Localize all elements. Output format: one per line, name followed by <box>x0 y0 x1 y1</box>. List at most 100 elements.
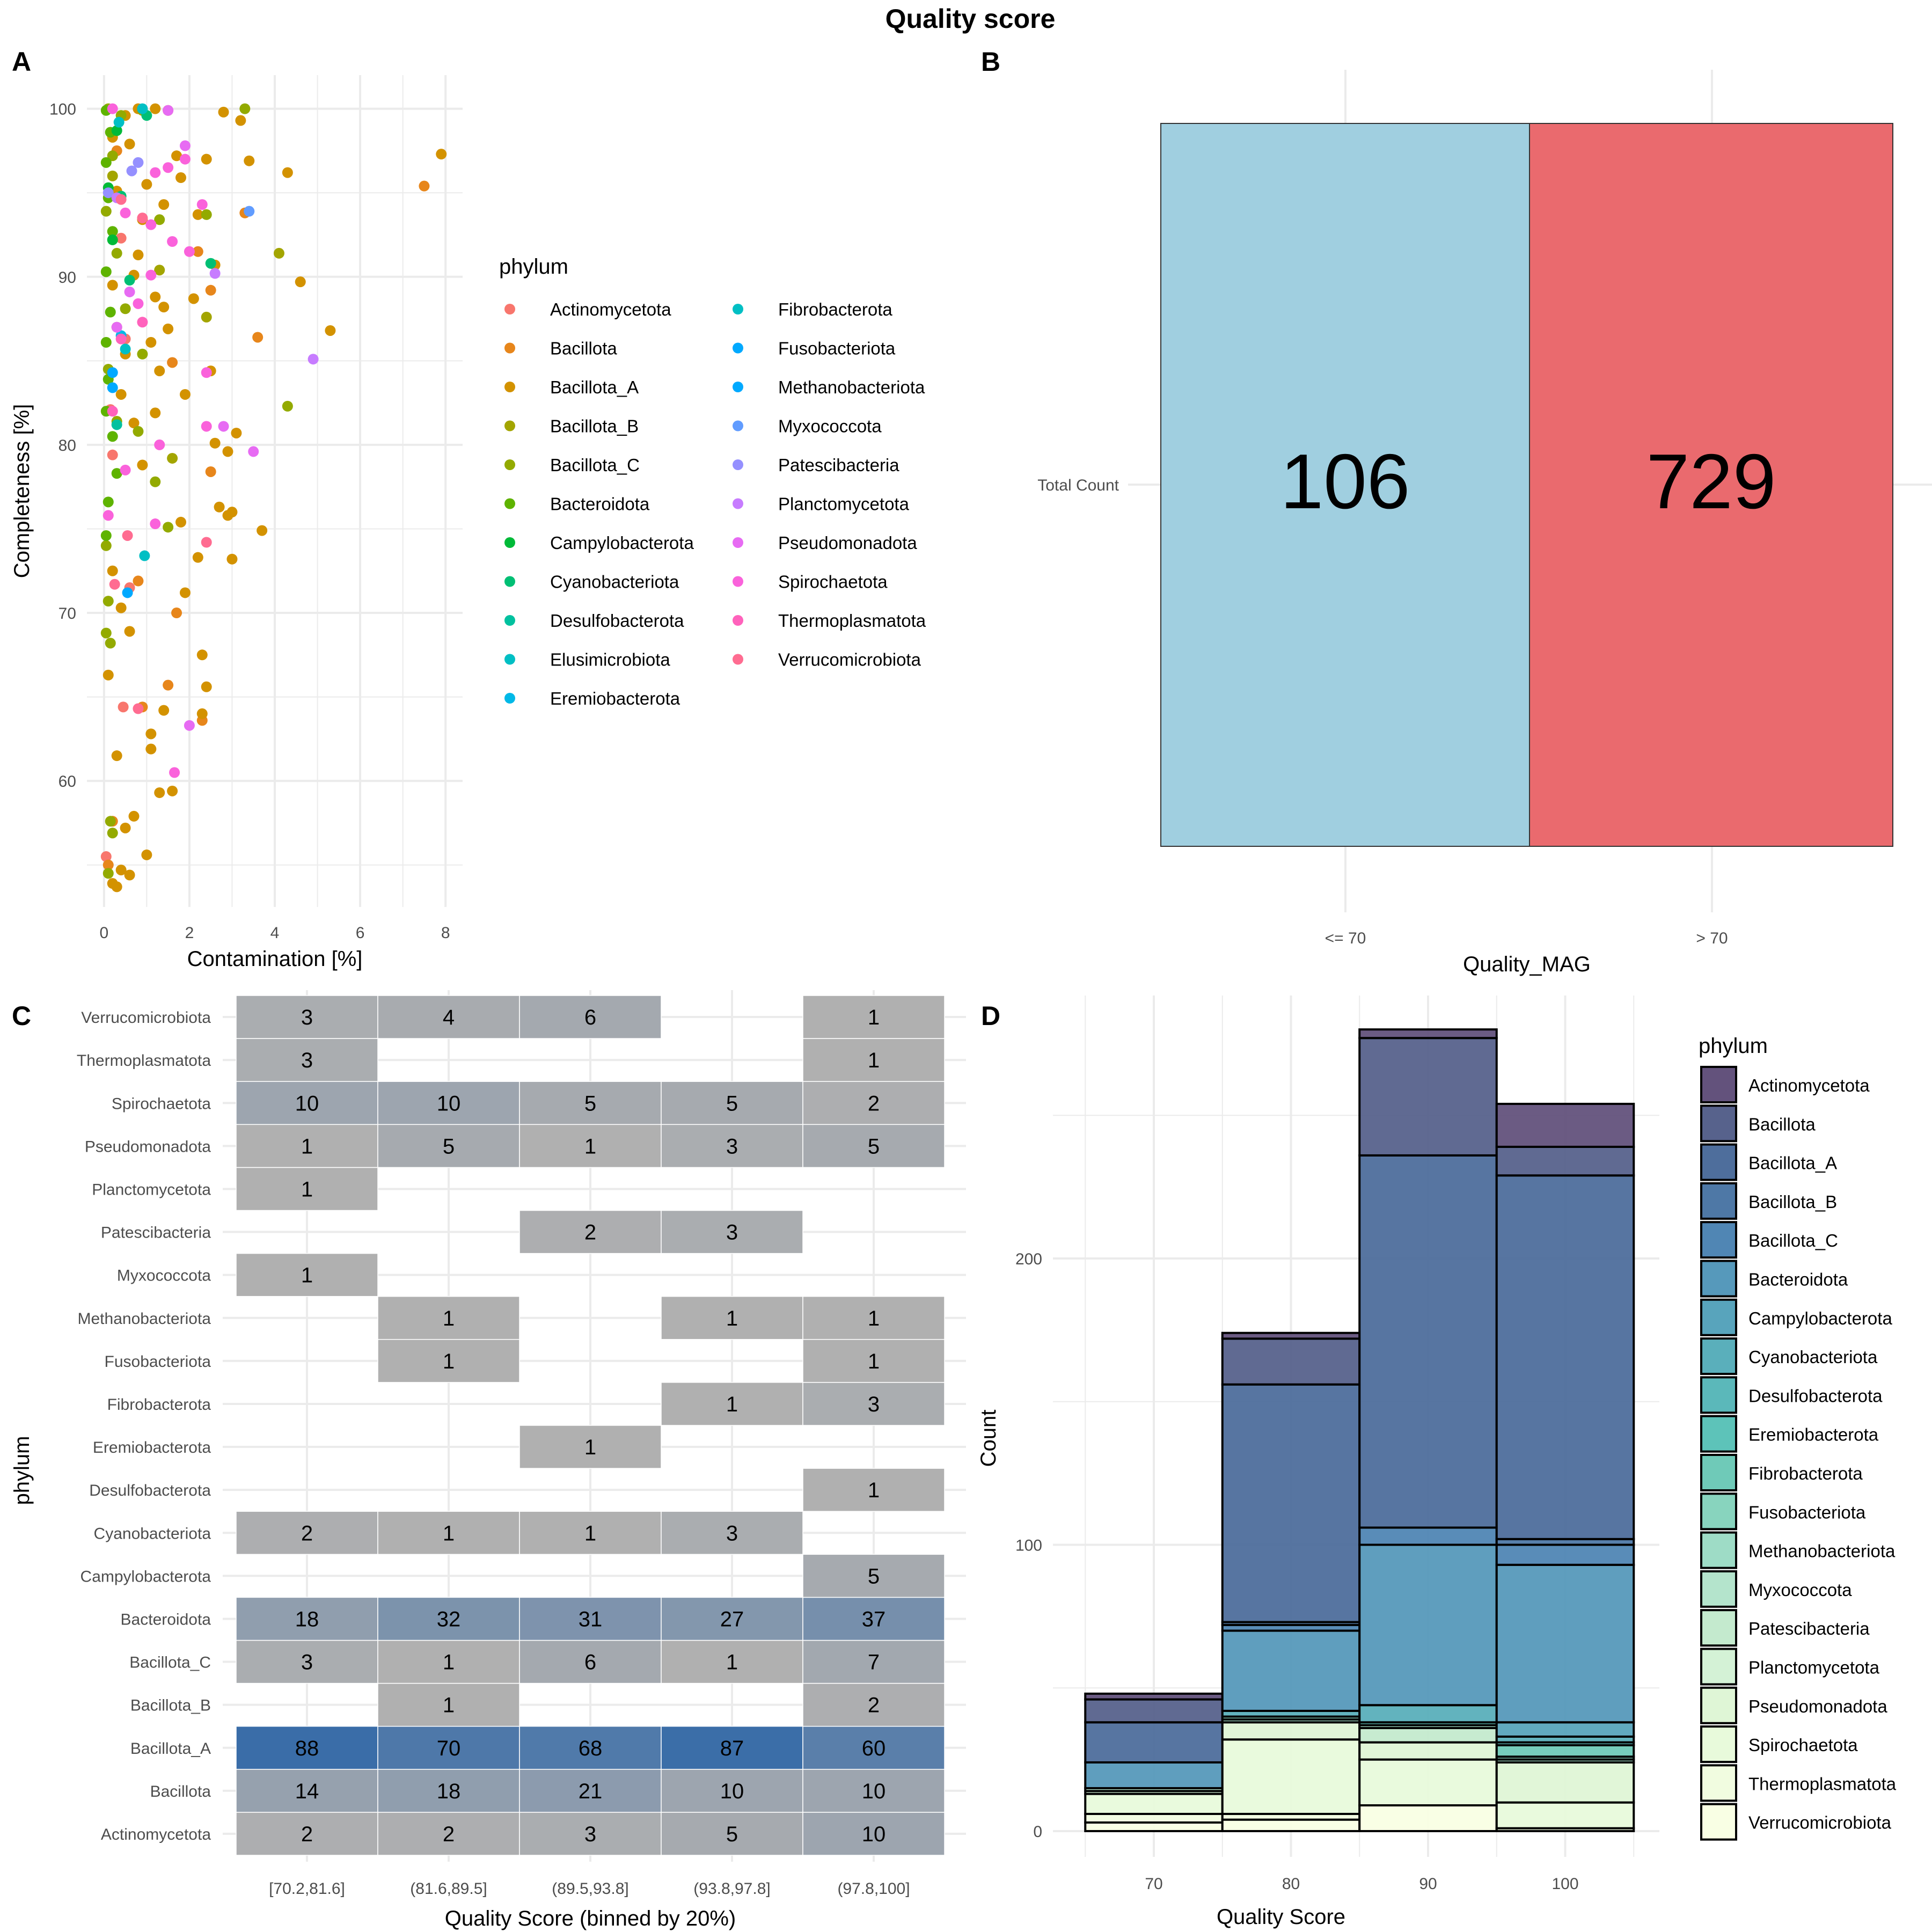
scatter-point <box>137 348 148 360</box>
scatter-point <box>103 859 114 870</box>
scatter-point <box>201 681 212 692</box>
scatter-point <box>107 280 118 291</box>
legend-swatch <box>504 537 515 548</box>
tile <box>1160 123 1530 847</box>
scatter-point <box>169 767 180 778</box>
y-tick-label: Thermoplasmatota <box>77 1052 211 1070</box>
cell-value-label: 18 <box>295 1607 319 1631</box>
y-tick-label: Patescibacteria <box>101 1224 211 1242</box>
scatter-point <box>100 540 112 551</box>
y-tick-label: 80 <box>58 437 76 455</box>
cell-value-label: 3 <box>301 1651 313 1674</box>
scatter-point <box>124 626 135 637</box>
scatter-point <box>100 627 112 639</box>
stacked-bar-segment <box>1358 1154 1498 1529</box>
legend-swatch <box>733 615 743 626</box>
heatmap-cell <box>519 1725 662 1770</box>
legend-swatch <box>504 304 515 314</box>
legend-label: Eremiobacterota <box>550 689 680 708</box>
y-axis-title: Completeness [%] <box>10 404 34 579</box>
legend-swatch <box>1700 1454 1737 1491</box>
scatter-point <box>105 816 116 827</box>
panel-label-c: C <box>12 1001 31 1031</box>
scatter-point <box>133 250 144 261</box>
scatter-point <box>118 701 129 713</box>
cell-value-label: 5 <box>726 1823 738 1846</box>
x-tick-label: 0 <box>99 924 108 942</box>
heatmap-cell <box>236 995 378 1039</box>
scatter-point <box>214 501 225 513</box>
legend-label: Thermoplasmatota <box>1748 1774 1897 1794</box>
scatter-point <box>100 157 112 168</box>
scatter-point <box>419 180 430 192</box>
scatter-point <box>282 400 293 412</box>
cell-value-label: 87 <box>720 1737 744 1760</box>
scatter-point <box>120 207 131 218</box>
stacked-bar-segment <box>1221 1337 1361 1386</box>
scatter-point <box>196 708 208 719</box>
legend-swatch <box>1700 1298 1737 1336</box>
legend-label: Spirochaetota <box>778 572 888 592</box>
legend-label: Thermoplasmatota <box>778 611 926 631</box>
heatmap-cell <box>802 1554 945 1598</box>
legend-swatch <box>1700 1182 1737 1220</box>
scatter-point <box>100 336 112 348</box>
heatmap-cell <box>661 1511 803 1555</box>
scatter-point <box>105 638 116 649</box>
scatter-point <box>154 365 165 377</box>
scatter-point <box>158 302 170 313</box>
stacked-bar-segment <box>1084 1812 1224 1824</box>
panel-d-stacked-histogram: D 70 80 90 100 0 100 200 Quality Score Count phylu… <box>977 996 1897 1929</box>
x-tick-label: [70.2,81.6] <box>269 1880 345 1898</box>
heatmap-cell <box>377 1725 520 1770</box>
scatter-point <box>141 849 152 860</box>
y-tick-label: 200 <box>1015 1250 1042 1268</box>
stacked-bar-segment <box>1221 1738 1361 1815</box>
cell-value-label: 1 <box>443 1521 455 1545</box>
scatter-point <box>137 317 148 328</box>
scatter-point <box>196 199 208 210</box>
legend-swatch <box>504 459 515 470</box>
heatmap-cell <box>236 1253 378 1297</box>
scatter-point <box>201 209 212 220</box>
scatter-point <box>179 140 191 151</box>
heatmap-cell <box>661 1597 803 1641</box>
y-tick-label: Desulfobacterota <box>89 1482 211 1499</box>
legend-swatch <box>504 693 515 704</box>
y-tick-label: Bacillota_B <box>130 1697 211 1715</box>
cell-value-label: 3 <box>301 1006 313 1029</box>
scatter-point <box>175 516 186 528</box>
legend-label: Desulfobacterota <box>550 611 684 631</box>
legend-swatch <box>1700 1104 1737 1143</box>
cell-value-label: 1 <box>584 1135 596 1158</box>
heatmap-cell <box>377 1511 520 1555</box>
legend-swatch <box>504 576 515 587</box>
scatter-point <box>113 116 125 128</box>
heatmap-cell <box>661 1296 803 1340</box>
legend-label: Bacillota_A <box>550 377 639 397</box>
legend-label: Planctomycetota <box>778 494 910 514</box>
scatter-point <box>105 306 116 318</box>
scatter-point <box>107 828 118 839</box>
cell-value-label: 5 <box>868 1564 880 1588</box>
heatmap-cell <box>661 1382 803 1426</box>
scatter-point <box>192 552 203 563</box>
legend-swatch <box>1700 1337 1737 1375</box>
scatter-point <box>171 608 182 619</box>
cell-value-label: 14 <box>295 1780 319 1803</box>
scatter-point <box>325 325 336 336</box>
scatter-point <box>107 565 118 576</box>
stacked-bar-segment <box>1495 1102 1635 1148</box>
y-tick-label: 100 <box>49 101 76 119</box>
scatter-point <box>196 649 208 661</box>
scatter-point <box>103 596 114 607</box>
stacked-bar-segment <box>1084 1698 1224 1724</box>
legend-swatch <box>733 459 743 470</box>
stacked-bar-segment <box>1495 1761 1635 1804</box>
cell-value-label: 2 <box>868 1092 880 1115</box>
scatter-point <box>124 275 135 286</box>
scatter-point <box>133 426 144 437</box>
scatter-point <box>126 165 137 177</box>
scatter-point <box>154 439 165 450</box>
